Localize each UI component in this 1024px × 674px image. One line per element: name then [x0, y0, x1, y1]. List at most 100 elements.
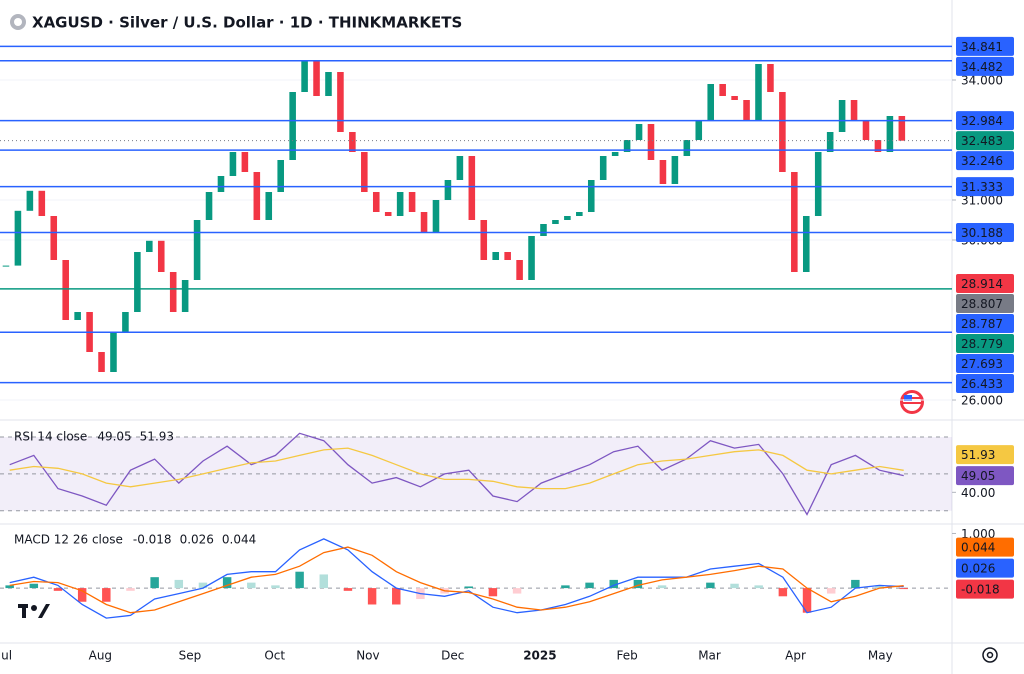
candle	[14, 210, 22, 266]
settings-icon[interactable]	[982, 647, 998, 663]
histogram-bar	[222, 577, 232, 589]
flag-icon	[900, 390, 924, 414]
legend-value: 0.026	[180, 533, 214, 547]
histogram-bar	[295, 571, 304, 589]
candle	[779, 92, 786, 172]
candle	[862, 120, 870, 140]
price-label: 28.779	[961, 337, 1003, 351]
indicator-line	[9, 546, 904, 614]
candle	[683, 140, 691, 156]
price-label-bg	[956, 373, 1014, 393]
candle	[157, 240, 165, 272]
candle	[38, 190, 46, 216]
price-label-bg	[956, 558, 1014, 578]
histogram-bar	[150, 577, 159, 589]
candle	[552, 220, 559, 224]
candle	[122, 312, 129, 332]
histogram-bar	[5, 585, 14, 589]
candle	[193, 220, 201, 280]
price-label: 28.807	[961, 297, 1003, 311]
candle	[468, 156, 476, 220]
candle	[313, 60, 320, 96]
logo	[18, 604, 50, 618]
histogram-bar	[271, 585, 280, 589]
histogram-bar	[77, 588, 87, 602]
price-label-bg	[956, 177, 1014, 197]
candle	[492, 252, 499, 260]
price-label: 28.914	[961, 277, 1003, 291]
candle	[599, 156, 607, 180]
candle	[26, 190, 34, 211]
histogram-bar	[730, 583, 739, 589]
chart-title: XAGUSD · Silver / U.S. Dollar · 1D · THI…	[32, 14, 462, 32]
price-label-bg	[956, 222, 1014, 242]
price-label: 26.433	[961, 377, 1003, 391]
x-tick-label: Apr	[785, 649, 806, 663]
price-label: 28.787	[961, 317, 1003, 331]
x-tick-label: Feb	[616, 649, 637, 663]
price-label-bg	[956, 131, 1014, 151]
candle	[528, 236, 535, 280]
price-label-bg	[956, 111, 1014, 131]
pane	[0, 60, 952, 401]
y-tick-label: 40.00	[961, 486, 995, 500]
histogram-bar	[706, 582, 715, 589]
price-label: 34.841	[961, 40, 1003, 54]
price-label-bg	[956, 466, 1014, 486]
candle	[576, 212, 583, 216]
candle	[898, 116, 906, 141]
candle	[791, 172, 798, 272]
candle	[504, 252, 511, 260]
candle	[98, 352, 105, 372]
candle	[635, 124, 643, 140]
candle	[420, 212, 428, 232]
price-label-bg	[956, 353, 1014, 373]
price-label: 32.483	[961, 134, 1003, 148]
candle	[719, 84, 726, 96]
histogram-bar	[464, 586, 473, 589]
histogram-bar	[899, 588, 908, 590]
candle	[169, 272, 177, 312]
candle	[205, 192, 213, 220]
histogram-bar	[609, 579, 618, 589]
x-tick-label: Sep	[179, 649, 202, 663]
candle	[217, 176, 225, 192]
legend-value: 51.93	[140, 430, 174, 444]
candle	[62, 260, 69, 320]
candle	[480, 220, 488, 260]
candle	[874, 140, 882, 152]
histogram-bar	[126, 588, 135, 591]
candle	[671, 156, 679, 184]
pane	[0, 538, 952, 619]
price-label: 30.188	[961, 226, 1003, 240]
histogram-bar	[657, 585, 667, 589]
candle	[886, 116, 894, 152]
y-tick-label: 26.000	[961, 394, 1003, 408]
histogram-bar	[633, 579, 643, 589]
legend-title: RSI 14 close	[14, 430, 87, 444]
histogram-bar	[247, 582, 256, 589]
price-label: 0.026	[961, 562, 995, 576]
pane	[0, 432, 952, 516]
x-tick-label: Jul	[0, 649, 12, 663]
candle	[361, 152, 368, 192]
x-tick-label: Aug	[89, 649, 112, 663]
candle	[707, 84, 714, 120]
histogram-bar	[174, 579, 184, 589]
histogram-bar	[53, 588, 63, 591]
candle	[384, 212, 392, 216]
candle	[146, 240, 153, 252]
histogram-bar	[102, 588, 111, 602]
candle	[277, 160, 284, 192]
histogram-bar	[512, 588, 522, 594]
candle	[444, 180, 452, 200]
price-label: 27.693	[961, 357, 1003, 371]
legend-value: 0.044	[222, 533, 256, 547]
x-tick-label: May	[868, 649, 893, 663]
x-tick-label: Dec	[441, 649, 464, 663]
histogram-bar	[754, 585, 763, 589]
candle	[229, 152, 237, 176]
histogram-bar	[29, 583, 39, 589]
price-label-bg	[956, 36, 1014, 56]
price-label: 0.044	[961, 541, 995, 555]
